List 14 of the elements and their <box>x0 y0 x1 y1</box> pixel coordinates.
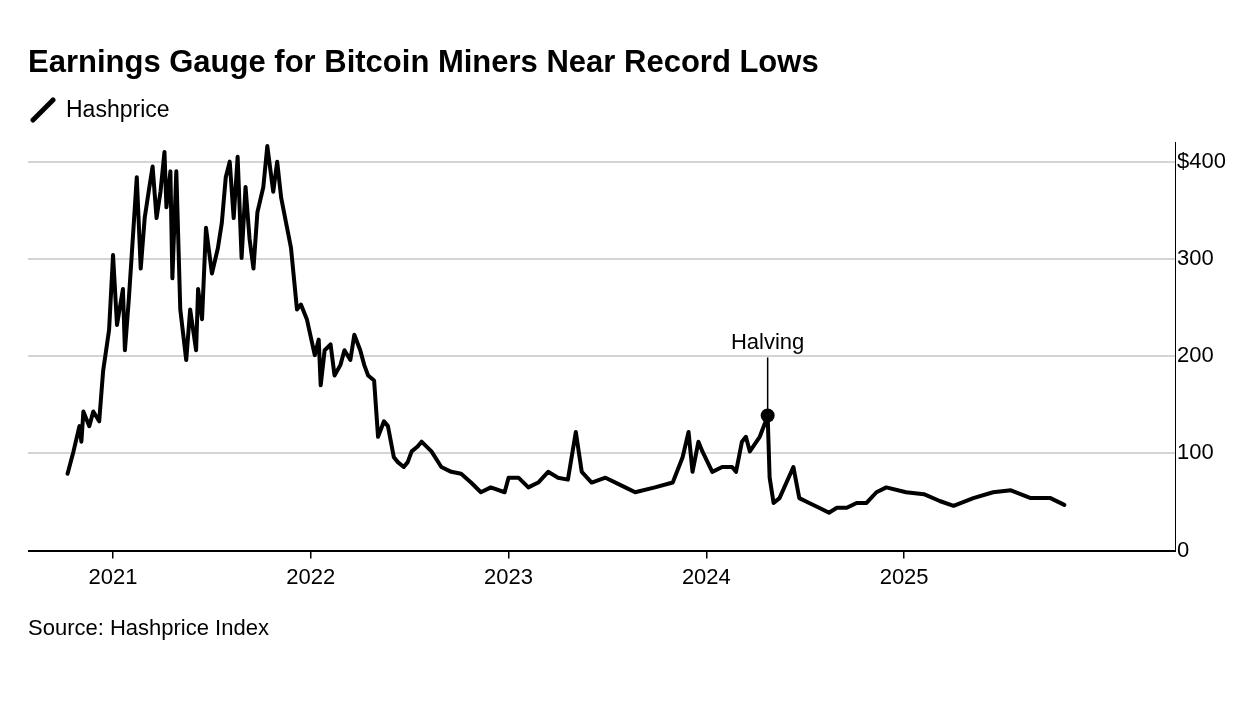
y-tick-label: 0 <box>1177 536 1190 562</box>
y-tick-label: 300 <box>1177 244 1214 270</box>
x-tick-label: 2024 <box>681 563 731 589</box>
x-tick-label: 2025 <box>879 563 929 589</box>
source-note: Source: Hashprice Index <box>27 614 270 641</box>
annotation: Halving <box>730 328 805 354</box>
legend-label: Hashprice <box>66 96 170 123</box>
chart-title: Earnings Gauge for Bitcoin Miners Near Record Lows <box>27 43 820 80</box>
x-tick-label: 2022 <box>286 563 336 589</box>
y-tick-label: $400 <box>1177 147 1227 173</box>
x-tick-label: 2021 <box>88 563 138 589</box>
y-tick-label: 100 <box>1177 439 1214 465</box>
x-tick-label: 2023 <box>484 563 534 589</box>
y-tick-label: 200 <box>1177 342 1214 368</box>
